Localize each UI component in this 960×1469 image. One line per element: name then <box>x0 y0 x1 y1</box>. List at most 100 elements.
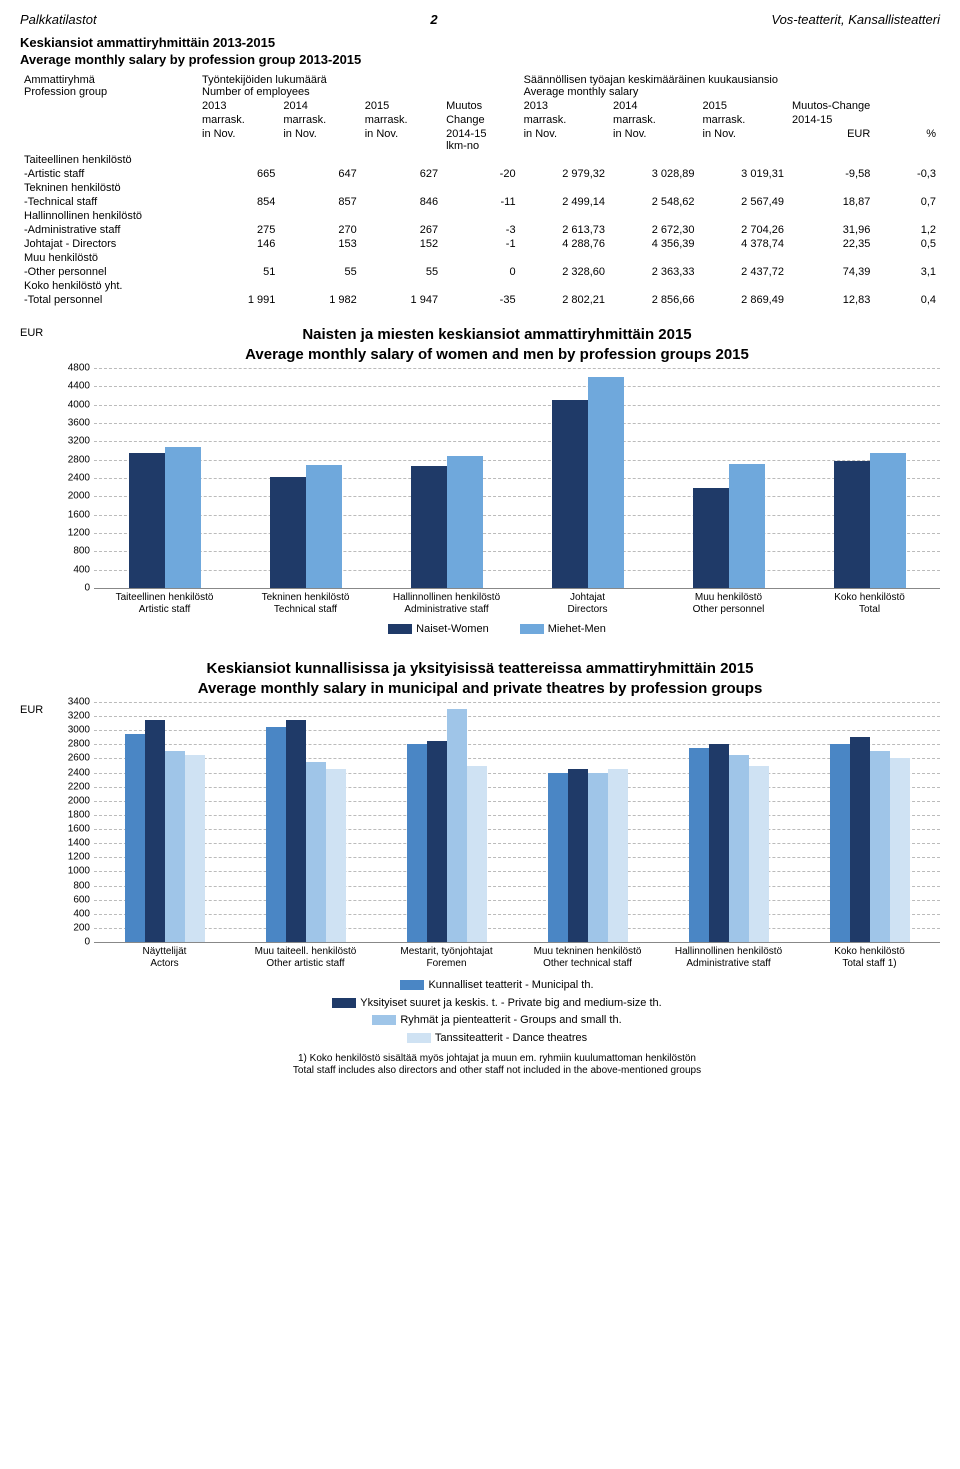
bar <box>830 744 850 942</box>
row-label: -Technical staff <box>20 195 198 209</box>
bar <box>729 755 749 942</box>
cell: 55 <box>361 265 442 279</box>
h-eur: EUR <box>788 127 874 153</box>
h-muutos: Muutos <box>442 99 520 113</box>
ytick-label: 2400 <box>54 767 90 778</box>
bar <box>125 734 145 942</box>
legend-men: Miehet-Men <box>548 623 606 635</box>
bar <box>568 769 588 942</box>
bar <box>411 466 447 588</box>
ytick-label: 0 <box>54 937 90 948</box>
h-pct: % <box>874 127 940 153</box>
bar <box>129 453 165 588</box>
bar <box>467 766 487 942</box>
xtick-label: Tekninen henkilöstöTechnical staff <box>235 588 376 615</box>
chart2: Keskiansiot kunnallisissa ja yksityisiss… <box>20 659 940 1077</box>
chart2-plot: 0200400600800100012001400160018002000220… <box>54 702 940 942</box>
h-innov: in Nov. <box>699 127 788 153</box>
bar <box>427 741 447 942</box>
h-p: 2014-15 <box>446 128 486 140</box>
bar <box>890 758 910 942</box>
ytick-label: 800 <box>54 880 90 891</box>
bar <box>588 377 624 588</box>
cell: 267 <box>361 223 442 237</box>
chart1-ylabel: EUR <box>20 325 54 339</box>
cell: 647 <box>279 167 360 181</box>
legend2-a: Kunnalliset teatterit - Municipal th. <box>428 979 593 991</box>
row-label-fi: Hallinnollinen henkilöstö <box>20 209 940 223</box>
chart2-title-en: Average monthly salary in municipal and … <box>198 680 763 697</box>
cell: 4 288,76 <box>520 237 609 251</box>
legend2-d: Tanssiteatterit - Dance theatres <box>435 1032 587 1044</box>
cell: 2 363,33 <box>609 265 698 279</box>
cell: -20 <box>442 167 520 181</box>
chart1: EUR Naisten ja miesten keskiansiot ammat… <box>20 325 940 635</box>
cell: 1 947 <box>361 293 442 307</box>
bar <box>729 464 765 588</box>
h-2013: 2013 <box>198 99 279 113</box>
cell: -3 <box>442 223 520 237</box>
cell: 55 <box>279 265 360 279</box>
salary-table: Ammattiryhmä Profession group Työntekijö… <box>20 73 940 307</box>
h-s2013: 2013 <box>520 99 609 113</box>
bar <box>870 453 906 588</box>
ytick-label: 1200 <box>54 852 90 863</box>
chart1-title-en: Average monthly salary of women and men … <box>245 346 749 363</box>
bar <box>850 737 870 942</box>
row-label-fi: Muu henkilöstö <box>20 251 940 265</box>
bar <box>689 748 709 942</box>
ytick-label: 3600 <box>54 418 90 429</box>
bar <box>548 773 568 942</box>
xtick-label: JohtajatDirectors <box>517 588 658 615</box>
ytick-label: 4400 <box>54 381 90 392</box>
cell: 153 <box>279 237 360 251</box>
xtick-label: Hallinnollinen henkilöstöAdministrative … <box>658 942 799 969</box>
bar <box>749 766 769 942</box>
ytick-label: 1600 <box>54 824 90 835</box>
page-header: Palkkatilastot 2 Vos-teatterit, Kansalli… <box>20 12 940 27</box>
row-label-fi: Koko henkilöstö yht. <box>20 279 940 293</box>
h-innov: in Nov. <box>520 127 609 153</box>
chart2-ylabel: EUR <box>20 702 54 716</box>
bar <box>407 744 427 942</box>
bar <box>870 751 890 942</box>
chart1-legend: Naiset-Women Miehet-Men <box>54 623 940 635</box>
h-2015: 2015 <box>361 99 442 113</box>
col-emp-en: Number of employees <box>202 86 310 98</box>
h-s2015: 2015 <box>699 99 788 113</box>
cell: 2 869,49 <box>699 293 788 307</box>
ytick-label: 2200 <box>54 781 90 792</box>
row-label: -Total personnel <box>20 293 198 307</box>
ytick-label: 2000 <box>54 491 90 502</box>
cell: 665 <box>198 167 279 181</box>
bar <box>165 751 185 942</box>
header-right: Vos-teatterit, Kansallisteatteri <box>771 12 940 27</box>
ytick-label: 4800 <box>54 363 90 374</box>
ytick-label: 200 <box>54 922 90 933</box>
ytick-label: 1000 <box>54 866 90 877</box>
ytick-label: 2000 <box>54 795 90 806</box>
xtick-label: Muu henkilöstöOther personnel <box>658 588 799 615</box>
cell: 31,96 <box>788 223 874 237</box>
h-2014-15: 2014-15 <box>788 113 940 127</box>
col-sal-en: Average monthly salary <box>524 86 639 98</box>
cell: 152 <box>361 237 442 251</box>
h-marrask: marrask. <box>609 113 698 127</box>
ytick-label: 3200 <box>54 711 90 722</box>
row-label: Johtajat - Directors <box>20 237 198 251</box>
col-group-fi: Ammattiryhmä <box>24 74 95 86</box>
cell: 270 <box>279 223 360 237</box>
row-label-fi: Tekninen henkilöstö <box>20 181 940 195</box>
h-marrask: marrask. <box>198 113 279 127</box>
h-marrask: marrask. <box>279 113 360 127</box>
bar <box>326 769 346 942</box>
cell: 3,1 <box>874 265 940 279</box>
xtick-label: Mestarit, työnjohtajatForemen <box>376 942 517 969</box>
cell: 4 378,74 <box>699 237 788 251</box>
cell: 3 028,89 <box>609 167 698 181</box>
ytick-label: 800 <box>54 546 90 557</box>
bar <box>306 762 326 942</box>
ytick-label: 4000 <box>54 399 90 410</box>
cell: 2 437,72 <box>699 265 788 279</box>
cell: 2 672,30 <box>609 223 698 237</box>
